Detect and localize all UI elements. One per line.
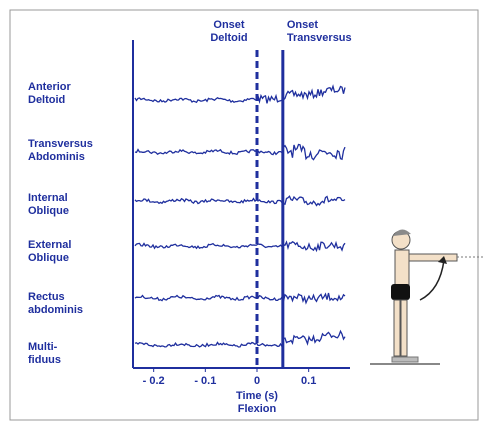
muscle-label: Oblique [28,205,69,217]
emg-trace [134,292,346,305]
onset-label: Transversus [287,32,352,44]
x-axis-label: Flexion [238,403,277,415]
emg-trace [134,84,346,105]
muscle-label: Anterior [28,81,72,93]
muscle-label: Rectus [28,291,65,303]
muscle-label: Abdominis [28,151,85,163]
onset-label: Onset [213,19,245,31]
muscle-label: Transversus [28,138,93,150]
muscle-label: abdominis [28,304,83,316]
emg-trace [134,143,346,161]
emg-trace [134,195,346,207]
muscle-label: Oblique [28,252,69,264]
muscle-label: External [28,239,71,251]
x-tick-label: 0.1 [301,375,316,387]
muscle-label: Internal [28,192,68,204]
x-axis-label: Time (s) [236,390,278,402]
x-tick-label: - 0.1 [194,375,216,387]
emg-trace [134,240,346,253]
onset-label: Deltoid [210,32,247,44]
muscle-label: Deltoid [28,94,65,106]
onset-label: Onset [287,19,319,31]
x-tick-label: - 0.2 [143,375,165,387]
muscle-label: Multi- [28,341,58,353]
person-illustration [370,229,485,365]
emg-trace [134,329,346,349]
x-tick-label: 0 [254,375,260,387]
muscle-label: fiduus [28,354,61,366]
